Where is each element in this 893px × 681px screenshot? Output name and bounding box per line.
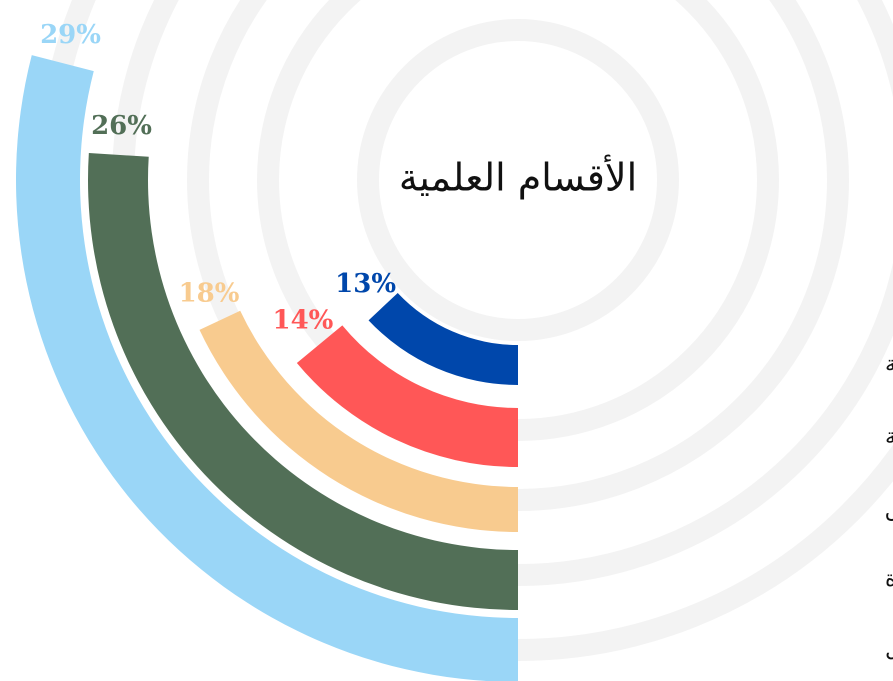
category-label: قسم المحاسبة	[885, 425, 893, 450]
radial-bar	[296, 325, 518, 467]
chart-title: الأقسام العلمية	[399, 154, 637, 200]
value-label: 18%	[179, 278, 240, 308]
category-label: قسم الادارة	[885, 567, 893, 592]
category-label: قسم التسويق	[885, 497, 893, 522]
value-label: 14%	[273, 306, 334, 336]
radial-bar	[368, 292, 518, 385]
radial-bar	[16, 55, 518, 681]
value-label: 29%	[40, 20, 101, 50]
radial-bar	[199, 310, 518, 532]
value-label: 26%	[91, 111, 152, 141]
category-label: قسم نظم المعلومات الادارية	[885, 352, 893, 377]
category-label: قسم الاقتصاد والتمويل	[885, 637, 893, 662]
radial-bar	[88, 153, 519, 611]
value-label: 13%	[335, 269, 396, 299]
